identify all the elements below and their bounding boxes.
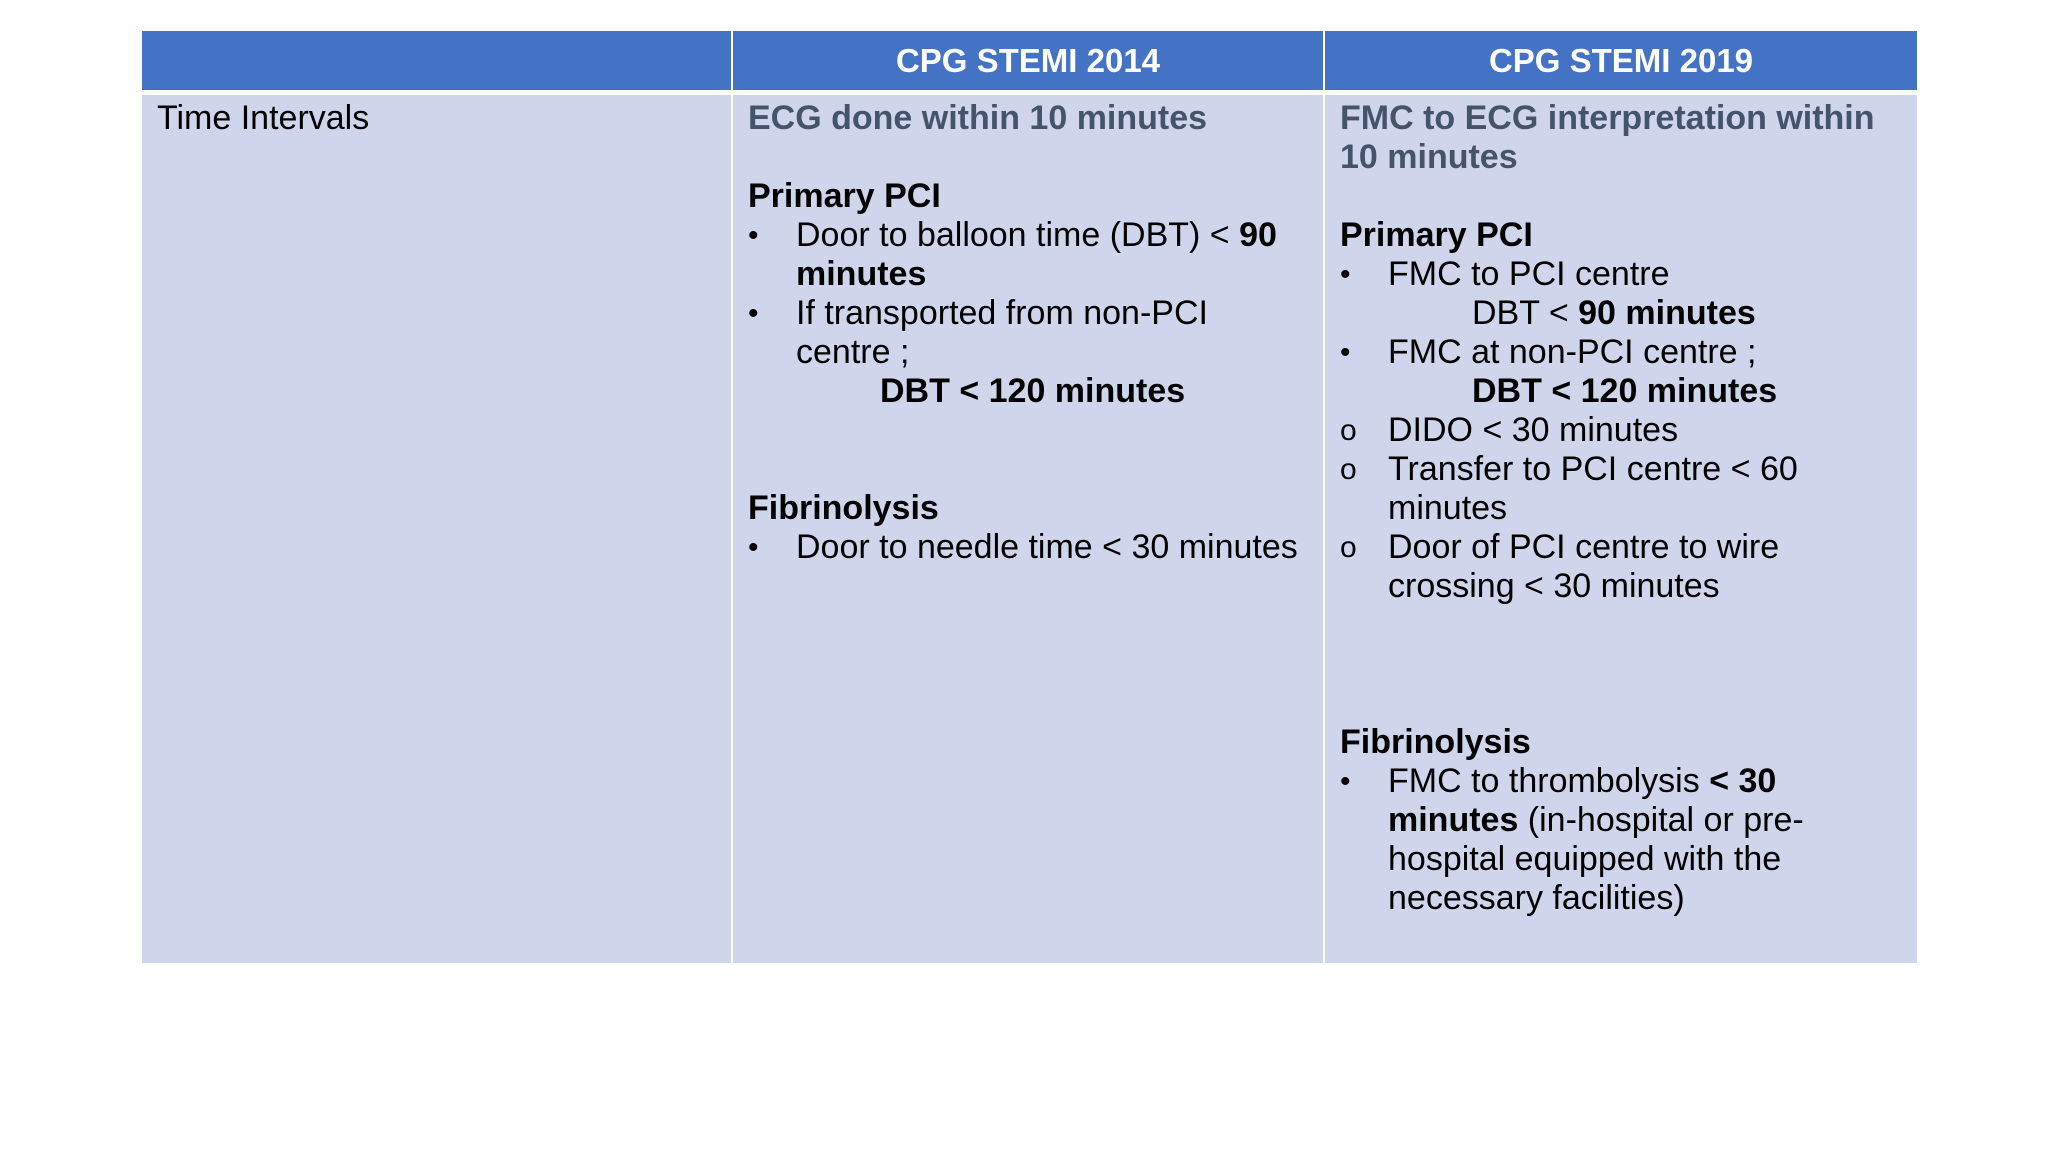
cpg-2014-cell: ECG done within 10 minutes Primary PCI •… bbox=[733, 95, 1325, 963]
list-item: • FMC at non-PCI centre ; DBT < 120 minu… bbox=[1340, 333, 1903, 411]
list-item: o Transfer to PCI centre < 60 minutes bbox=[1340, 450, 1798, 527]
row-label: Time Intervals bbox=[157, 99, 370, 137]
fibrinolysis-list-2014: • Door to needle time < 30 minutes bbox=[748, 528, 1309, 567]
list-item: • FMC to PCI centre DBT < 90 minutes bbox=[1340, 255, 1903, 333]
bullet-icon: • bbox=[748, 297, 759, 330]
header-row: CPG STEMI 2014 CPG STEMI 2019 bbox=[142, 31, 1917, 95]
list-item: o DIDO < 30 minutes bbox=[1340, 411, 1679, 449]
dbt-target-2019: DBT < 120 minutes bbox=[1472, 372, 1778, 410]
bullet-icon: • bbox=[1340, 765, 1351, 798]
primary-pci-list-2014: • Door to balloon time (DBT) < 90 minute… bbox=[748, 216, 1309, 411]
cpg-2019-cell: FMC to ECG interpretation within 10 minu… bbox=[1325, 95, 1917, 963]
time-intervals-row: Time Intervals ECG done within 10 minute… bbox=[142, 95, 1917, 963]
ecg-heading-2019: FMC to ECG interpretation within 10 minu… bbox=[1340, 99, 1875, 176]
primary-pci-heading-2019: Primary PCI bbox=[1340, 216, 1533, 254]
fibrinolysis-heading-2014: Fibrinolysis bbox=[748, 489, 939, 527]
circle-bullet-icon: o bbox=[1340, 453, 1357, 486]
primary-pci-heading-2014: Primary PCI bbox=[748, 177, 941, 215]
bullet-icon: • bbox=[1340, 336, 1351, 369]
list-item: o Door of PCI centre to wire crossing < … bbox=[1340, 528, 1780, 605]
circle-bullet-icon: o bbox=[1340, 531, 1357, 564]
dbt-target-line: DBT < 90 minutes bbox=[1472, 294, 1756, 332]
ecg-heading-2014: ECG done within 10 minutes bbox=[748, 99, 1208, 137]
fibrinolysis-heading-2019: Fibrinolysis bbox=[1340, 723, 1531, 761]
dbt-target-2014: DBT < 120 minutes bbox=[880, 372, 1186, 410]
header-cpg-2019: CPG STEMI 2019 bbox=[1325, 31, 1917, 95]
bullet-icon: • bbox=[748, 219, 759, 252]
row-label-cell: Time Intervals bbox=[142, 95, 733, 963]
header-cpg-2014: CPG STEMI 2014 bbox=[733, 31, 1325, 95]
header-cell-empty bbox=[142, 31, 733, 95]
list-item: • Door to needle time < 30 minutes bbox=[748, 528, 1298, 566]
list-item: • FMC to thrombolysis < 30 minutes (in-h… bbox=[1340, 762, 1804, 917]
bullet-icon: • bbox=[1340, 258, 1351, 291]
list-item: • If transported from non-PCI centre ; D… bbox=[748, 294, 1309, 411]
circle-bullet-icon: o bbox=[1340, 414, 1357, 447]
comparison-table: CPG STEMI 2014 CPG STEMI 2019 Time Inter… bbox=[142, 31, 1917, 963]
bullet-icon: • bbox=[748, 531, 759, 564]
list-item: • Door to balloon time (DBT) < 90 minute… bbox=[748, 216, 1277, 293]
fibrinolysis-list-2019: • FMC to thrombolysis < 30 minutes (in-h… bbox=[1340, 762, 1903, 918]
primary-pci-list-2019: • FMC to PCI centre DBT < 90 minutes • F… bbox=[1340, 255, 1903, 606]
